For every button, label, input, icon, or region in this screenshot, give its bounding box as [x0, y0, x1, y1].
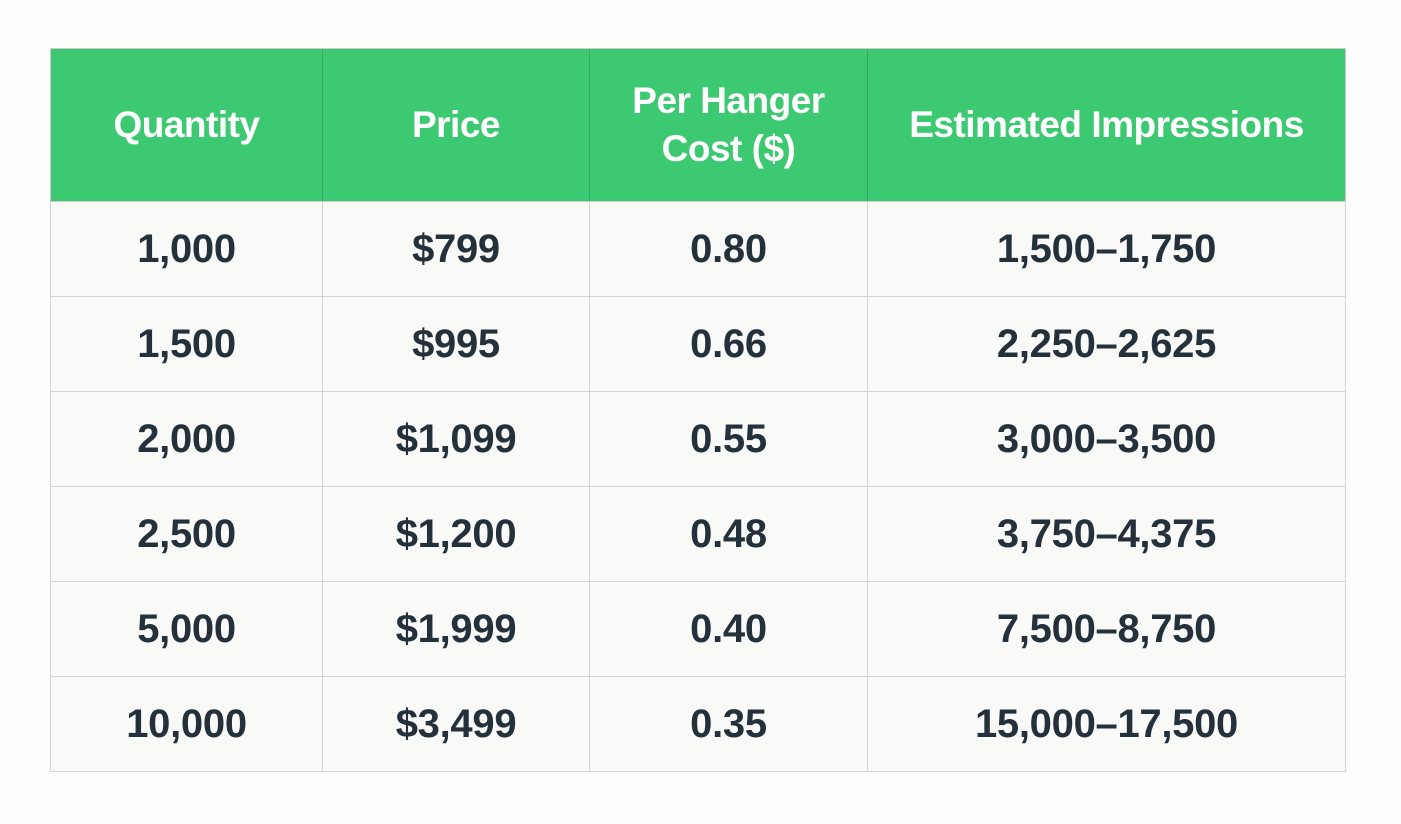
table-row: 1,000 $799 0.80 1,500–1,750 — [50, 201, 1346, 297]
table-cell: 3,000–3,500 — [867, 391, 1346, 487]
table-cell: $1,200 — [322, 486, 590, 582]
table-row: 2,000 $1,099 0.55 3,000–3,500 — [50, 391, 1346, 487]
table-cell: $1,999 — [322, 581, 590, 677]
table-row: 10,000 $3,499 0.35 15,000–17,500 — [50, 676, 1346, 772]
column-header-estimated-impressions: Estimated Impressions — [867, 48, 1346, 202]
table-cell: 0.55 — [589, 391, 868, 487]
table-cell: 2,500 — [50, 486, 323, 582]
table-cell: 3,750–4,375 — [867, 486, 1346, 582]
table-cell: 0.48 — [589, 486, 868, 582]
table-cell: $995 — [322, 296, 590, 392]
table-cell: 2,000 — [50, 391, 323, 487]
table-cell: $3,499 — [322, 676, 590, 772]
table-cell: 0.35 — [589, 676, 868, 772]
table-cell: 7,500–8,750 — [867, 581, 1346, 677]
table-cell: 2,250–2,625 — [867, 296, 1346, 392]
table-cell: 0.66 — [589, 296, 868, 392]
table-cell: $1,099 — [322, 391, 590, 487]
column-header-price: Price — [322, 48, 590, 202]
table-row: 1,500 $995 0.66 2,250–2,625 — [50, 296, 1346, 392]
table-row: 2,500 $1,200 0.48 3,750–4,375 — [50, 486, 1346, 582]
table-cell: 10,000 — [50, 676, 323, 772]
column-header-quantity: Quantity — [50, 48, 323, 202]
table-cell: 0.80 — [589, 201, 868, 297]
table-cell: 5,000 — [50, 581, 323, 677]
column-header-per-hanger-cost: Per Hanger Cost ($) — [589, 48, 868, 202]
table-cell: 15,000–17,500 — [867, 676, 1346, 772]
table-cell: 1,000 — [50, 201, 323, 297]
table-cell: 1,500–1,750 — [867, 201, 1346, 297]
table-row: 5,000 $1,999 0.40 7,500–8,750 — [50, 581, 1346, 677]
table-cell: 1,500 — [50, 296, 323, 392]
header-row: Quantity Price Per Hanger Cost ($) Estim… — [50, 48, 1346, 202]
pricing-table: Quantity Price Per Hanger Cost ($) Estim… — [50, 48, 1346, 772]
table-cell: 0.40 — [589, 581, 868, 677]
pricing-table-container: Quantity Price Per Hanger Cost ($) Estim… — [50, 48, 1346, 772]
table-cell: $799 — [322, 201, 590, 297]
table-body: 1,000 $799 0.80 1,500–1,750 1,500 $995 0.66 2,2… — [50, 201, 1346, 772]
table-header: Quantity Price Per Hanger Cost ($) Estim… — [50, 48, 1346, 202]
